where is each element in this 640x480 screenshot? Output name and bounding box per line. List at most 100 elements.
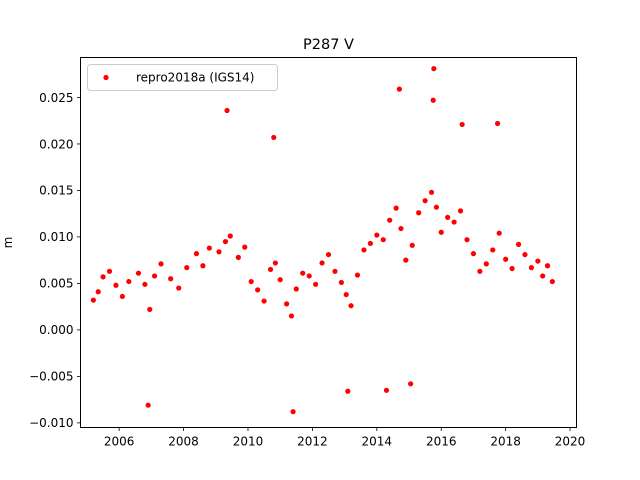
data-point xyxy=(332,268,338,274)
data-point xyxy=(277,277,283,283)
data-point xyxy=(267,266,274,273)
data-point xyxy=(90,297,96,303)
data-point xyxy=(408,381,414,387)
data-point xyxy=(464,237,470,243)
data-point xyxy=(135,270,142,276)
data-point xyxy=(374,232,380,238)
data-point xyxy=(343,291,349,298)
legend: repro2018a (IGS14) xyxy=(87,64,278,91)
data-point xyxy=(383,387,390,393)
data-point xyxy=(284,301,290,307)
data-point xyxy=(306,273,312,279)
data-point xyxy=(325,251,332,258)
data-point xyxy=(483,261,489,267)
x-tick-label: 2008 xyxy=(168,435,199,449)
data-point xyxy=(422,198,428,204)
data-point xyxy=(319,260,325,266)
data-point xyxy=(242,244,248,250)
data-point xyxy=(145,402,151,408)
data-point xyxy=(433,204,439,210)
data-point xyxy=(272,260,278,266)
data-point xyxy=(119,293,125,300)
data-point xyxy=(300,270,306,276)
data-point xyxy=(428,189,435,195)
data-point xyxy=(338,279,344,286)
data-point xyxy=(184,265,190,271)
data-point xyxy=(494,120,501,127)
data-point xyxy=(354,272,361,278)
data-point xyxy=(396,86,402,92)
data-point xyxy=(367,240,373,247)
data-point xyxy=(451,219,457,225)
y-tick-label: 0.025 xyxy=(39,91,73,105)
legend-box xyxy=(87,64,278,91)
y-tick-label: 0.005 xyxy=(39,277,73,291)
data-point xyxy=(549,278,555,285)
data-point xyxy=(142,281,148,287)
legend-label: repro2018a (IGS14) xyxy=(136,71,254,85)
data-point xyxy=(248,278,254,285)
data-point xyxy=(509,265,515,272)
data-point xyxy=(176,285,182,291)
data-point xyxy=(528,265,535,271)
data-point xyxy=(490,247,496,253)
data-point xyxy=(348,303,354,309)
data-point xyxy=(430,97,436,103)
data-point xyxy=(235,254,241,260)
data-point xyxy=(126,278,132,285)
data-point xyxy=(293,286,299,292)
data-point xyxy=(544,263,551,269)
data-point xyxy=(222,238,229,245)
data-point xyxy=(403,257,409,263)
data-point xyxy=(290,409,296,415)
data-point xyxy=(535,258,541,264)
data-point xyxy=(200,263,206,269)
data-point xyxy=(261,298,267,304)
data-point xyxy=(387,217,393,223)
data-point xyxy=(445,214,451,220)
y-tick-label: 0.020 xyxy=(39,137,73,151)
chart-title: P287 V xyxy=(303,37,354,53)
x-tick-label: 2006 xyxy=(104,435,135,449)
plot-area-frame xyxy=(80,57,577,428)
data-point xyxy=(431,66,437,72)
data-point xyxy=(288,313,295,319)
data-point xyxy=(313,281,319,287)
y-tick-label: 0.000 xyxy=(39,323,73,337)
data-point xyxy=(470,251,477,257)
data-point xyxy=(345,388,351,394)
data-point xyxy=(106,268,113,274)
data-point xyxy=(540,273,546,279)
data-point xyxy=(113,282,119,288)
data-point xyxy=(380,237,386,243)
y-tick-label: −0.010 xyxy=(29,416,73,430)
data-point xyxy=(147,306,153,313)
data-point xyxy=(503,256,509,262)
data-point xyxy=(100,274,106,280)
data-point xyxy=(361,247,367,253)
x-tick-label: 2018 xyxy=(490,435,521,449)
data-point xyxy=(496,230,502,236)
y-axis-ticks: −0.010 −0.005 0.000 0.005 0.010 0.015 0.020 0.0… xyxy=(29,91,81,430)
x-axis-ticks: 2006 2008 2010 2012 2014 2016 2018 2020 xyxy=(104,427,586,449)
data-point xyxy=(151,273,158,279)
data-point xyxy=(206,245,212,251)
data-point xyxy=(477,268,483,274)
y-tick-label: 0.015 xyxy=(39,184,73,198)
data-point xyxy=(193,251,200,257)
data-point xyxy=(409,242,415,248)
data-point xyxy=(216,249,222,255)
y-axis-label: m xyxy=(1,237,15,249)
data-point xyxy=(227,233,233,239)
data-point xyxy=(398,225,404,232)
data-point xyxy=(457,208,464,214)
data-point xyxy=(255,287,261,293)
data-point xyxy=(271,134,277,141)
y-tick-label: −0.005 xyxy=(29,370,73,384)
x-tick-label: 2016 xyxy=(426,435,457,449)
data-point xyxy=(393,205,399,211)
x-tick-label: 2012 xyxy=(297,435,328,449)
y-tick-label: 0.010 xyxy=(39,230,73,244)
x-tick-label: 2020 xyxy=(555,435,586,449)
